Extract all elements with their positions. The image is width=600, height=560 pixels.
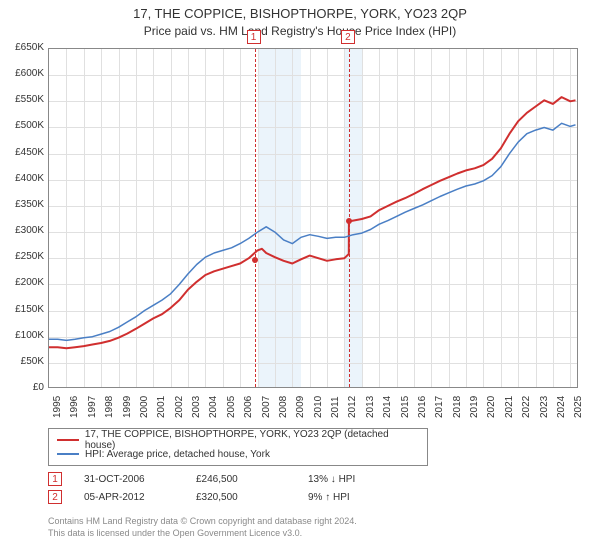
y-tick-label: £500K: [2, 120, 44, 131]
footer-line-2: This data is licensed under the Open Gov…: [48, 528, 357, 540]
x-tick-label: 2016: [417, 396, 428, 418]
x-tick-label: 2018: [452, 396, 463, 418]
y-tick-label: £100K: [2, 330, 44, 341]
x-tick-label: 2017: [434, 396, 445, 418]
footer-line-1: Contains HM Land Registry data © Crown c…: [48, 516, 357, 528]
x-tick-label: 2023: [539, 396, 550, 418]
series-svg: [49, 49, 579, 389]
x-tick-label: 2010: [313, 396, 324, 418]
legend: 17, THE COPPICE, BISHOPTHORPE, YORK, YO2…: [48, 428, 428, 466]
event-date: 05-APR-2012: [84, 492, 174, 503]
x-tick-label: 2012: [347, 396, 358, 418]
y-tick-label: £400K: [2, 173, 44, 184]
series-a: [49, 97, 576, 348]
event-point-marker: [252, 257, 258, 263]
event-delta: 13% ↓ HPI: [308, 474, 398, 485]
x-tick-label: 2025: [573, 396, 584, 418]
footer-attribution: Contains HM Land Registry data © Crown c…: [48, 516, 357, 539]
y-tick-label: £200K: [2, 277, 44, 288]
legend-label: HPI: Average price, detached house, York: [85, 449, 270, 460]
y-tick-label: £50K: [2, 356, 44, 367]
x-tick-label: 2024: [556, 396, 567, 418]
y-tick-label: £450K: [2, 147, 44, 158]
event-number: 1: [48, 472, 62, 486]
x-tick-label: 1999: [122, 396, 133, 418]
x-tick-label: 2019: [469, 396, 480, 418]
x-tick-label: 2009: [295, 396, 306, 418]
event-delta: 9% ↑ HPI: [308, 492, 398, 503]
x-tick-label: 2022: [521, 396, 532, 418]
x-tick-label: 2002: [174, 396, 185, 418]
y-tick-label: £300K: [2, 225, 44, 236]
y-tick-label: £550K: [2, 94, 44, 105]
event-date: 31-OCT-2006: [84, 474, 174, 485]
chart-container: 17, THE COPPICE, BISHOPTHORPE, YORK, YO2…: [0, 0, 600, 560]
event-marker-box: 1: [247, 30, 261, 44]
legend-swatch: [57, 453, 79, 455]
y-tick-label: £0: [2, 382, 44, 393]
x-tick-label: 2006: [243, 396, 254, 418]
x-tick-label: 1997: [87, 396, 98, 418]
event-marker-box: 2: [341, 30, 355, 44]
x-tick-label: 2014: [382, 396, 393, 418]
x-tick-label: 1995: [52, 396, 63, 418]
x-tick-label: 2015: [400, 396, 411, 418]
x-tick-label: 2008: [278, 396, 289, 418]
series-b: [49, 123, 576, 340]
x-tick-label: 1996: [69, 396, 80, 418]
x-tick-label: 2005: [226, 396, 237, 418]
event-point-marker: [346, 218, 352, 224]
chart-title: 17, THE COPPICE, BISHOPTHORPE, YORK, YO2…: [0, 6, 600, 21]
x-tick-label: 2000: [139, 396, 150, 418]
event-number: 2: [48, 490, 62, 504]
legend-swatch: [57, 439, 79, 441]
event-price: £320,500: [196, 492, 286, 503]
chart-subtitle: Price paid vs. HM Land Registry's House …: [0, 24, 600, 38]
y-tick-label: £250K: [2, 251, 44, 262]
event-row: 2 05-APR-2012 £320,500 9% ↑ HPI: [48, 488, 398, 506]
x-tick-label: 2004: [208, 396, 219, 418]
y-tick-label: £600K: [2, 68, 44, 79]
x-tick-label: 1998: [104, 396, 115, 418]
y-tick-label: £350K: [2, 199, 44, 210]
x-tick-label: 2013: [365, 396, 376, 418]
event-row: 1 31-OCT-2006 £246,500 13% ↓ HPI: [48, 470, 398, 488]
x-tick-label: 2011: [330, 396, 341, 418]
y-tick-label: £150K: [2, 304, 44, 315]
events-table: 1 31-OCT-2006 £246,500 13% ↓ HPI 2 05-APR-201…: [48, 470, 398, 506]
x-tick-label: 2003: [191, 396, 202, 418]
legend-row: 17, THE COPPICE, BISHOPTHORPE, YORK, YO2…: [57, 433, 419, 447]
x-tick-label: 2001: [156, 396, 167, 418]
x-tick-label: 2020: [486, 396, 497, 418]
plot-area: [48, 48, 578, 388]
event-price: £246,500: [196, 474, 286, 485]
y-tick-label: £650K: [2, 42, 44, 53]
x-tick-label: 2021: [504, 396, 515, 418]
x-tick-label: 2007: [261, 396, 272, 418]
